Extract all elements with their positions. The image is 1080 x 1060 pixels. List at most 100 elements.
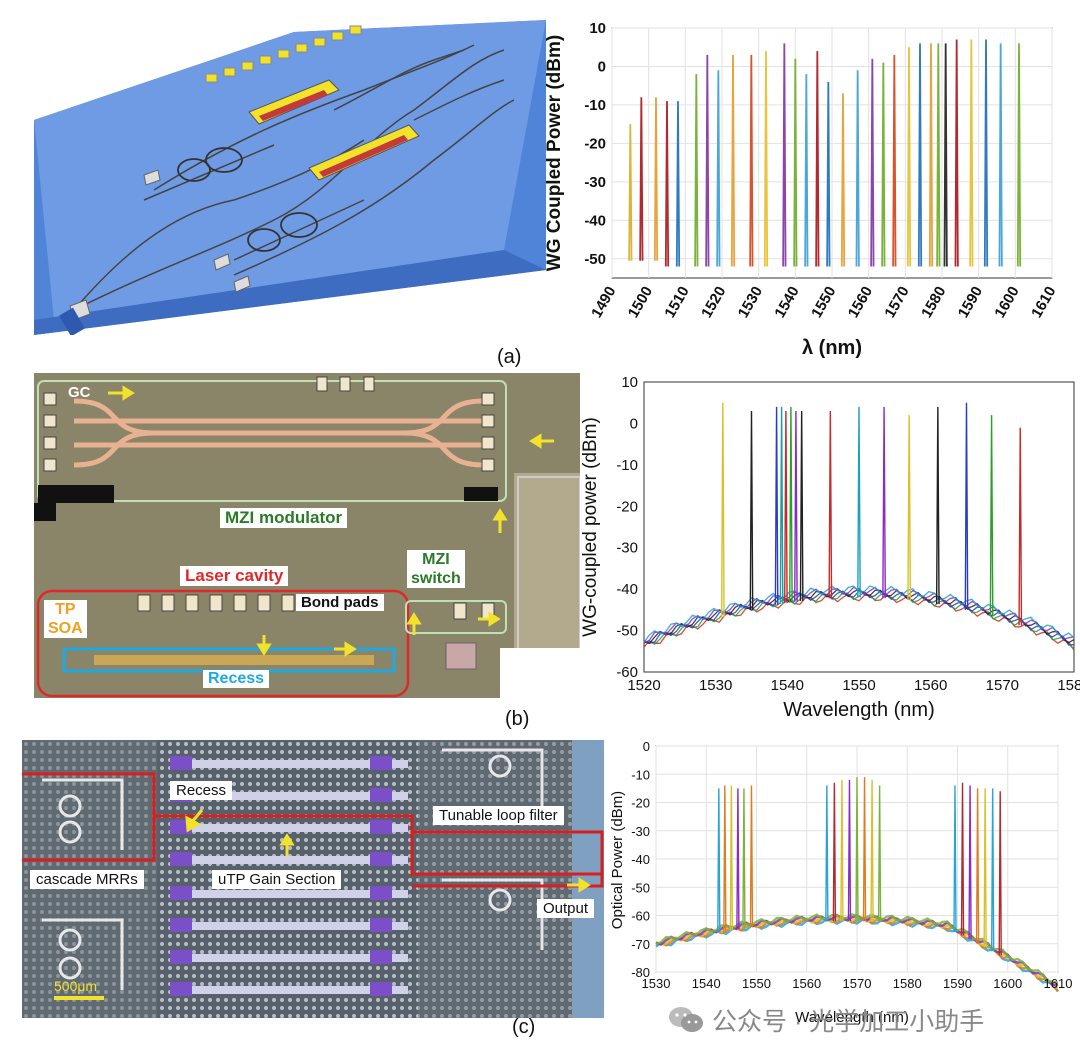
- b-peak: [779, 406, 784, 604]
- a-peak: [954, 39, 959, 267]
- a-peak: [763, 51, 769, 267]
- c-ytick-label: -60: [631, 909, 650, 924]
- c-ytick-label: -80: [631, 965, 650, 980]
- c-peak: [990, 788, 995, 952]
- a-peak: [906, 47, 912, 267]
- a-xtick-label: 1560: [845, 284, 876, 321]
- b-xtick-label: 1540: [771, 677, 804, 694]
- a-xtick-label: 1510: [661, 284, 692, 321]
- a-xtick-label: 1570: [881, 284, 912, 321]
- label-laser-cavity: Laser cavity: [180, 566, 289, 586]
- c-xtick-label: 1560: [792, 976, 821, 991]
- c-ytick-label: -30: [631, 824, 650, 839]
- a-peak: [730, 54, 736, 267]
- a-peak: [840, 93, 846, 267]
- label-soa-line2: SOA: [48, 620, 83, 637]
- a-peak: [943, 43, 948, 267]
- a-peak: [881, 62, 886, 267]
- b-ytick-label: -20: [616, 498, 638, 515]
- label-tp-soa: TP SOA: [44, 600, 87, 638]
- b-peak: [828, 410, 833, 599]
- chart-a-ylabel: WG Coupled Power (dBm): [544, 35, 565, 271]
- watermark-text: 公众号 · 光学加工小助手: [712, 1008, 985, 1036]
- a-peak: [716, 70, 721, 267]
- c-peak: [825, 785, 829, 922]
- watermark: 公众号 · 光学加工小助手: [668, 1000, 1068, 1040]
- b-peak: [907, 415, 912, 601]
- a-xtick-label: 1600: [991, 284, 1022, 321]
- a-xtick-label: 1520: [698, 284, 729, 321]
- a-xtick-label: 1490: [588, 284, 619, 321]
- a-peak: [705, 54, 710, 267]
- a-peak: [749, 54, 754, 267]
- c-peak: [960, 782, 965, 936]
- label-output: Output: [537, 899, 595, 918]
- a-ytick-label: 0: [598, 58, 606, 75]
- label-bond-pads: Bond pads: [296, 594, 384, 611]
- label-tp-line1: TP: [55, 601, 76, 618]
- b-peak: [1018, 427, 1023, 626]
- c-peak: [877, 785, 882, 922]
- label-mzi-modulator: MZI modulator: [220, 508, 348, 528]
- a-peak: [870, 58, 875, 267]
- c-xtick-label: 1580: [893, 976, 922, 991]
- c-peak: [717, 788, 721, 933]
- c-peak: [840, 779, 844, 922]
- label-recess-b: Recess: [203, 670, 270, 688]
- a-peak: [892, 54, 897, 267]
- a-peak: [628, 124, 633, 261]
- c-ytick-label: -50: [631, 880, 650, 895]
- a-peak: [664, 101, 670, 267]
- a-ytick-label: -40: [584, 212, 606, 229]
- b-xtick-label: 1580: [1057, 677, 1080, 694]
- c-peak: [749, 785, 754, 928]
- b-peak: [799, 410, 804, 601]
- c-xtick-label: 1570: [843, 976, 872, 991]
- chart-b-ylabel: WG-coupled power (dBm): [580, 417, 601, 637]
- b-xtick-label: 1520: [627, 677, 660, 694]
- a-ytick-label: -20: [584, 135, 606, 152]
- c-peak: [870, 779, 874, 922]
- a-peak: [815, 51, 820, 267]
- b-peak: [789, 406, 793, 603]
- b-peak: [882, 406, 886, 599]
- b-ytick-label: -50: [616, 623, 638, 640]
- a-ytick-label: -30: [584, 174, 606, 191]
- c-ytick-label: -20: [631, 796, 650, 811]
- b-xtick-label: 1550: [842, 677, 875, 694]
- a-peak: [917, 43, 923, 267]
- label-mzi-switch-line1: MZI: [422, 551, 450, 568]
- c-ytick-label: -40: [631, 852, 650, 867]
- c-ytick-label: 0: [643, 739, 650, 754]
- b-peak: [857, 406, 861, 598]
- a-peak: [675, 101, 681, 267]
- a-peak: [639, 97, 644, 261]
- a-peak: [983, 39, 989, 267]
- a-ytick-label: -10: [584, 97, 606, 114]
- b-ytick-label: -40: [616, 581, 638, 598]
- a-peak: [804, 74, 809, 267]
- a-ytick-label: 10: [589, 20, 606, 37]
- c-xtick-label: 1540: [692, 976, 721, 991]
- a-peak: [1016, 43, 1022, 267]
- a-peak: [936, 43, 941, 267]
- c-peak: [832, 782, 837, 922]
- a-xtick-label: 1550: [808, 284, 839, 321]
- b-xtick-label: 1530: [699, 677, 732, 694]
- c-peak: [998, 791, 1002, 956]
- b-ytick-label: 10: [621, 374, 638, 391]
- c-peak: [723, 785, 727, 932]
- chart-c-ylabel: Optical Power (dBm): [609, 791, 626, 929]
- label-cascade-mrrs: cascade MRRs: [30, 870, 144, 889]
- c-peak: [953, 785, 957, 932]
- c-peak: [862, 777, 867, 922]
- c-xtick-label: 1530: [642, 976, 671, 991]
- b-peak: [720, 402, 725, 618]
- chart-b: 10 0 -10 -20 -30 -40 -50 -60 1520 1530 1540 1550 15…: [580, 374, 1080, 721]
- a-peak: [855, 70, 860, 267]
- label-tunable-loop-filter: Tunable loop filter: [433, 806, 564, 825]
- c-xtick-label: 1600: [993, 976, 1022, 991]
- c-ytick-label: -10: [631, 767, 650, 782]
- b-ytick-label: -10: [616, 457, 638, 474]
- label-utp-gain-section: uTP Gain Section: [212, 870, 342, 889]
